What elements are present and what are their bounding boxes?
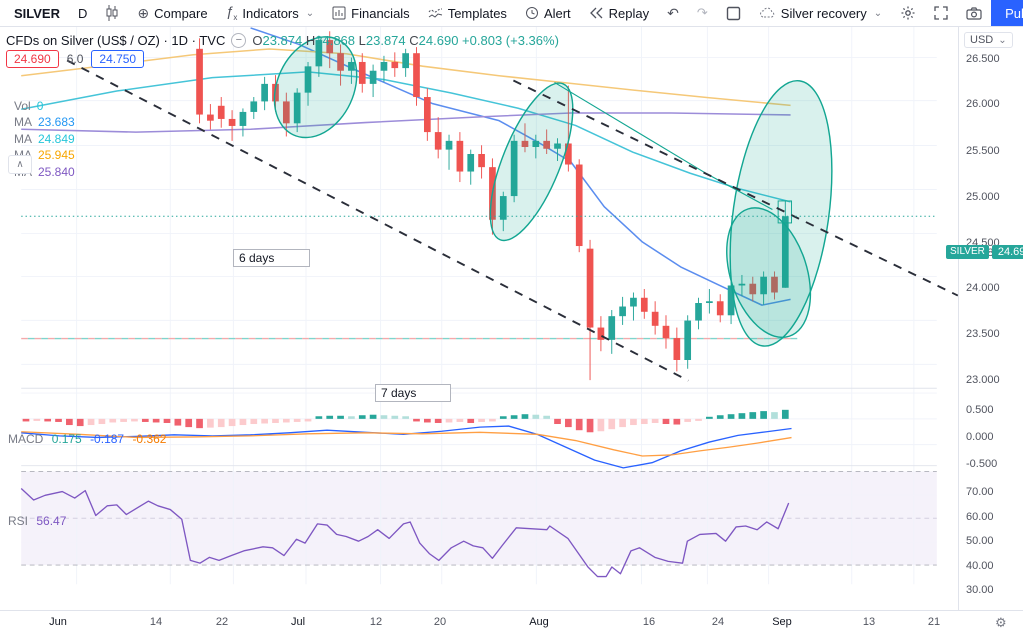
time-tick-label: 14 (149, 616, 163, 628)
legend-title: CFDs on Silver (US$ / OZ) · 1D · TVC (6, 33, 226, 48)
price-axis[interactable]: USD ⌄ 26.500 26.000 25.500 25.000 24.500 24.0… (946, 27, 1023, 610)
symbol-legend[interactable]: CFDs on Silver (US$ / OZ) · 1D · TVC − O… (6, 33, 559, 48)
price-tick-label: 50.00 (966, 535, 994, 547)
price-tick-label: 25.500 (966, 145, 1000, 157)
price-tick-label: 0.500 (966, 404, 994, 416)
alert-clock-icon (525, 7, 538, 19)
chevron-down-icon: ⌄ (873, 7, 883, 19)
redo-icon: ↷ (696, 5, 708, 20)
price-tick-label: 0.000 (966, 431, 994, 443)
time-tick-label: 21 (927, 616, 941, 628)
time-tick-label: Jul (290, 616, 306, 628)
chevron-down-icon: ⌄ (998, 35, 1007, 46)
symbol-button[interactable]: SILVER (14, 5, 60, 21)
settings-button[interactable] (891, 0, 925, 26)
undo-button[interactable]: ↶ (658, 0, 688, 26)
time-tick-label: 22 (215, 616, 229, 628)
snapshot-button[interactable] (957, 0, 991, 26)
price-tick-label: -0.500 (966, 458, 998, 470)
fullscreen-button[interactable] (925, 0, 957, 26)
collapse-pane-button[interactable]: ∧ (8, 155, 32, 174)
axis-settings-gear-icon[interactable]: ⚙ (995, 615, 1007, 630)
currency-button[interactable]: USD ⌄ (964, 32, 1013, 48)
chart-style-button[interactable] (96, 0, 128, 26)
chart-area: CFDs on Silver (US$ / OZ) · 1D · TVC − O… (0, 27, 958, 610)
collapse-legend-icon[interactable]: − (231, 33, 247, 48)
templates-icon (428, 8, 442, 18)
time-tick-label: 13 (862, 616, 876, 628)
price-tick-label: 30.00 (966, 584, 994, 596)
time-tick-label: 24 (711, 616, 725, 628)
interval-button[interactable]: D (78, 5, 88, 21)
financials-button[interactable]: Financials (323, 0, 419, 26)
price-tick-label: 40.00 (966, 560, 994, 572)
time-tick-label: Aug (529, 616, 549, 628)
chevron-down-icon: ⌄ (305, 7, 315, 19)
replay-icon (589, 7, 603, 19)
price-tick-label: 60.00 (966, 511, 994, 523)
red-price-label[interactable]: 24.690 (6, 50, 59, 68)
rsi-legend[interactable]: RSI 56.47 (8, 514, 67, 528)
alert-button[interactable]: Alert (516, 0, 580, 26)
time-tick-label: Jun (49, 616, 67, 628)
undo-icon: ↶ (667, 5, 679, 21)
time-tick-label: Sep (772, 616, 792, 628)
publish-button[interactable]: Publish (991, 0, 1023, 26)
macd-legend[interactable]: MACD 0.175 -0.187 -0.362 (8, 432, 167, 446)
chart-canvas[interactable] (0, 27, 958, 610)
cloud-icon (759, 7, 775, 18)
price-alert-labels: 24.690 6.0 24.750 (6, 50, 145, 68)
candlestick-icon (106, 5, 118, 21)
redo-button[interactable]: ↷ (688, 0, 717, 26)
volume-legend[interactable]: Vol 0 (14, 99, 44, 113)
layout-select-button[interactable] (717, 0, 750, 26)
chevron-up-icon: ∧ (16, 159, 24, 170)
price-tick-label: 23.000 (966, 374, 1000, 386)
price-tick-label: 25.000 (966, 191, 1000, 203)
ohlc-readout: O23.874 H24.868 L23.874 C24.690 +0.803 (… (252, 33, 559, 48)
indicators-button[interactable]: ƒx Indicators ⌄ (225, 3, 315, 22)
replay-button[interactable]: Replay (580, 0, 658, 26)
last-price-badge: SILVER 24.690 (946, 245, 1023, 259)
financials-icon (332, 6, 346, 20)
compare-button[interactable]: ⊕ Compare (137, 5, 208, 21)
templates-button[interactable]: Templates (419, 0, 516, 26)
mid-value-label: 6.0 (66, 52, 84, 66)
compare-plus-icon: ⊕ (137, 5, 150, 21)
layout-icon (726, 6, 740, 20)
ma-legend-row[interactable]: MA 24.849 (14, 131, 75, 146)
annotation-7-days[interactable]: 7 days (375, 384, 451, 402)
fullscreen-icon (934, 6, 948, 20)
annotation-6-days[interactable]: 6 days (233, 249, 310, 267)
camera-icon (966, 6, 982, 20)
price-tick-label: 26.500 (966, 53, 1000, 65)
time-axis[interactable]: Jun 14 22 Jul 12 20 Aug 16 24 Sep 13 21 ⚙ (0, 610, 1023, 633)
save-layout-button[interactable]: Silver recovery ⌄ (750, 0, 891, 26)
blue-price-label[interactable]: 24.750 (91, 50, 145, 68)
gear-icon (901, 6, 915, 20)
price-tick-label: 70.00 (966, 486, 994, 498)
ma-legend-row[interactable]: MA 23.683 (14, 115, 75, 129)
top-toolbar: SILVER D ⊕ Compare ƒx Indicators ⌄ Financia… (0, 0, 1023, 27)
price-tick-label: 23.500 (966, 328, 1000, 340)
fx-icon: ƒx (225, 3, 238, 22)
time-tick-label: 16 (642, 616, 656, 628)
price-tick-label: 26.000 (966, 98, 1000, 110)
time-tick-label: 12 (369, 616, 383, 628)
price-tick-label: 24.000 (966, 282, 1000, 294)
time-tick-label: 20 (433, 616, 447, 628)
